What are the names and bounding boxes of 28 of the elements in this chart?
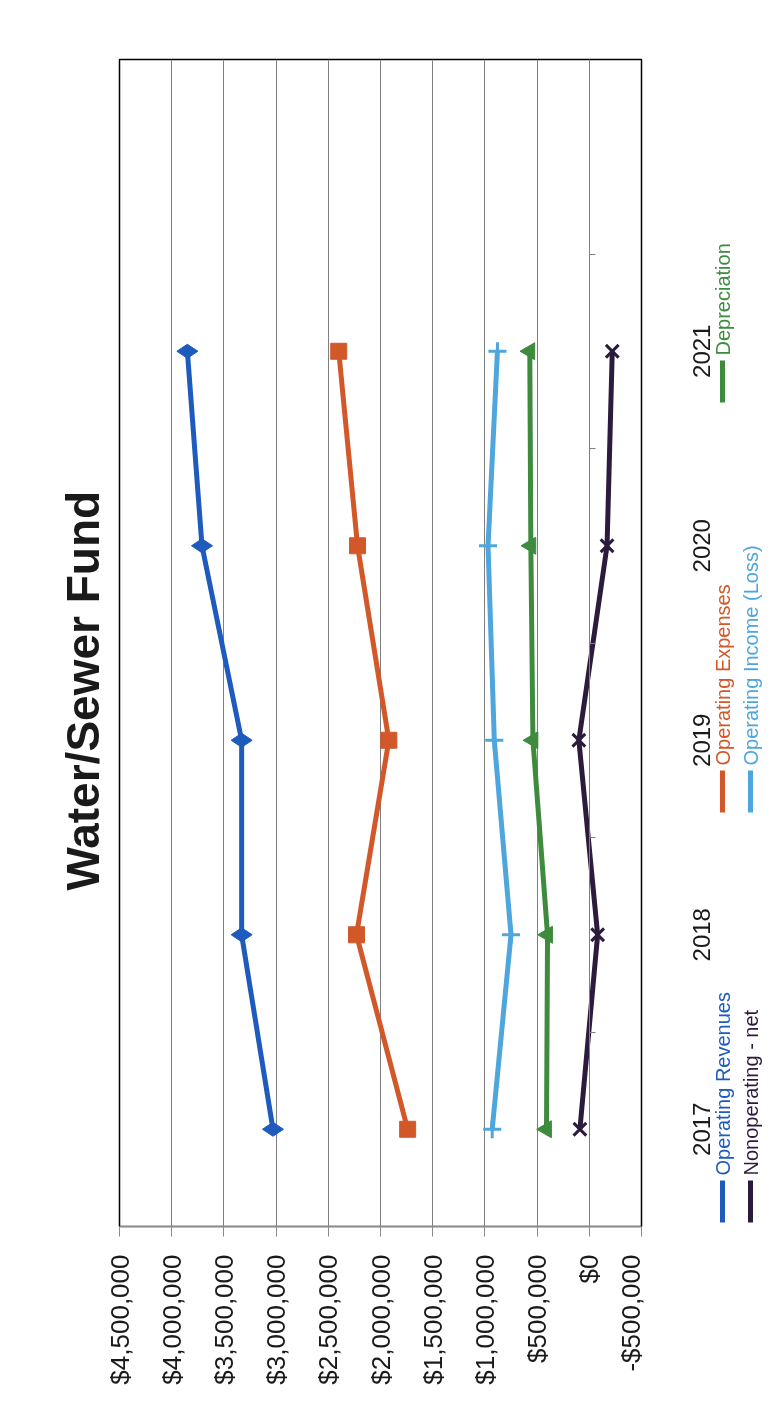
point: [347, 926, 365, 944]
text: Operating Income (Loss): [739, 545, 762, 766]
x-tick-label: $1,000,000: [469, 1254, 500, 1385]
x-tick-label: $4,000,000: [156, 1254, 187, 1385]
x-tick-label: $2,500,000: [313, 1254, 344, 1385]
x-tick-label: $4,500,000: [104, 1254, 135, 1385]
x-tick-label: $3,000,000: [261, 1254, 292, 1385]
x-tick-label: -$500,000: [615, 1254, 646, 1372]
x-tick-label: $0: [574, 1254, 605, 1284]
point: [571, 732, 587, 749]
point: [380, 731, 398, 749]
point: [349, 537, 367, 555]
point: [481, 1118, 503, 1140]
text: Water/Sewer Fund: [56, 490, 109, 891]
x-tick-label: $2,000,000: [365, 1254, 396, 1385]
text: Nonoperating - net: [739, 1009, 762, 1176]
x-tick-label: $500,000: [522, 1254, 553, 1363]
point: [599, 537, 615, 554]
point: [604, 343, 621, 360]
point: [572, 1121, 588, 1138]
point: [330, 342, 348, 360]
y-tick-label: 2020: [687, 519, 715, 573]
point: [589, 926, 606, 943]
point: [399, 1120, 417, 1138]
x-tick-label: $3,500,000: [208, 1254, 239, 1385]
point: [500, 924, 522, 946]
y-tick-label: 2018: [687, 908, 715, 962]
x-tick-label: $1,500,000: [417, 1254, 448, 1385]
